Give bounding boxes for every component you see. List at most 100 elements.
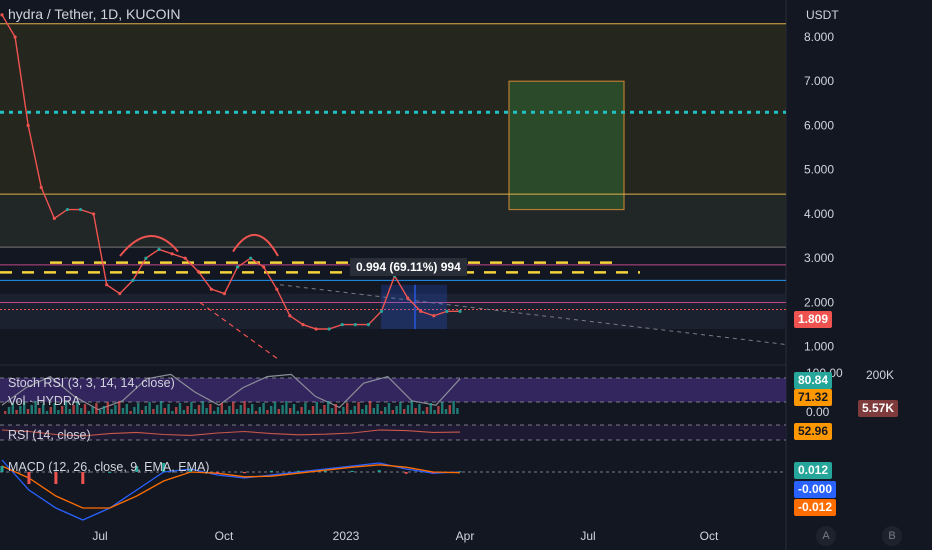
price-point (222, 292, 227, 296)
y-tick-label: 4.000 (804, 207, 834, 221)
volume-bar (76, 401, 79, 414)
volume-bar (422, 411, 425, 414)
volume-bar (171, 411, 174, 414)
price-point (157, 247, 161, 251)
measure-label: 0.994 (69.11%) 994 (350, 258, 467, 276)
macd-hist-bar (162, 463, 166, 472)
price-point (65, 207, 70, 212)
volume-bar (281, 405, 284, 414)
price-point (419, 309, 423, 313)
chart-title: hydra / Tether, 1D, KUCOIN (8, 6, 181, 22)
x-tick-label: Oct (215, 529, 234, 543)
x-tick-label: Jul (580, 529, 595, 543)
macd-hist-bar (189, 469, 193, 472)
volume-bar (296, 411, 299, 414)
price-point (0, 13, 4, 17)
volume-label[interactable]: Vol · HYDRA (8, 394, 81, 408)
price-point (432, 314, 436, 318)
volume-bar (11, 403, 14, 414)
price-point (170, 252, 174, 256)
macd-signal-line (1, 464, 461, 509)
volume-bar (258, 407, 261, 414)
trend-line (199, 301, 279, 360)
price-point (39, 185, 43, 190)
volume-bar (49, 407, 52, 414)
price-tag: 1.809 (794, 311, 833, 328)
volume-bar (270, 406, 273, 414)
volume-bar (433, 410, 436, 414)
price-point (314, 327, 318, 331)
b-button[interactable]: B (882, 526, 902, 546)
price-point (118, 292, 122, 296)
vol-top-tick: 200K (866, 368, 895, 382)
volume-bar (330, 408, 334, 414)
rsi-tag: 52.96 (794, 423, 833, 440)
upper-zone (0, 23, 786, 195)
x-tick-label: Apr (456, 529, 475, 543)
volume-bar (399, 402, 402, 414)
price-point (406, 296, 410, 300)
volume-bar (80, 408, 83, 414)
volume-bar (376, 404, 379, 414)
volume-bar (239, 405, 242, 414)
volume-bar (45, 411, 49, 414)
rsi-label[interactable]: RSI (14, close) (8, 428, 91, 442)
volume-bar (106, 402, 109, 414)
volume-bar (403, 409, 406, 414)
macd-hist-bar (27, 472, 31, 484)
x-tick-label: Jul (92, 529, 107, 543)
volume-bar (452, 401, 455, 414)
volume-bar (190, 402, 193, 414)
rsi-band (0, 425, 786, 440)
volume-bar (114, 405, 117, 414)
volume-bar (194, 409, 197, 414)
volume-bar (121, 408, 125, 414)
volume-bar (319, 409, 322, 414)
volume-bar (38, 408, 41, 414)
volume-bar (448, 405, 451, 414)
volume-bar (175, 407, 178, 414)
volume-bar (406, 405, 410, 414)
arc-drawing (232, 233, 279, 257)
volume-bar (353, 406, 356, 414)
volume-bar (213, 411, 216, 414)
stoch-rsi-label[interactable]: Stoch RSI (3, 3, 14, 14, close) (8, 376, 175, 390)
volume-bar (346, 403, 349, 414)
y-tick-label: 8.000 (804, 30, 834, 44)
range-zone (0, 293, 786, 330)
volume-bar (327, 401, 330, 414)
arc-drawing (119, 235, 179, 257)
volume-bar (144, 406, 147, 414)
macd-line-tag: -0.000 (794, 481, 837, 498)
volume-bar (30, 405, 33, 414)
volume-bar (380, 411, 383, 414)
volume-bar (152, 409, 155, 414)
volume-bar (308, 410, 311, 414)
macd-hist-bar (296, 470, 300, 472)
volume-bar (53, 403, 56, 414)
volume-bar (277, 409, 280, 414)
volume-bar (197, 405, 201, 414)
macd-line (1, 459, 461, 521)
volume-bar (285, 401, 288, 414)
price-point (131, 278, 135, 282)
volume-bar (384, 407, 387, 414)
macd-label[interactable]: MACD (12, 26, close, 9, EMA, EMA) (8, 460, 210, 474)
volume-bar (110, 409, 113, 414)
volume-bar (414, 408, 417, 414)
price-point (249, 256, 253, 260)
price-point (92, 212, 96, 216)
volume-bar (304, 403, 307, 414)
price-point (353, 323, 357, 327)
macd-hist-bar (81, 472, 85, 484)
price-point (26, 123, 30, 128)
volume-bar (387, 403, 391, 414)
macd-hist-bar (404, 472, 408, 474)
volume-bar (87, 411, 90, 414)
auto-scale-button[interactable]: A (816, 526, 836, 546)
macd-hist-bar (135, 466, 139, 472)
price-point (301, 323, 305, 327)
volume-bar (99, 410, 102, 414)
y-tick-label: 1.000 (804, 340, 834, 354)
